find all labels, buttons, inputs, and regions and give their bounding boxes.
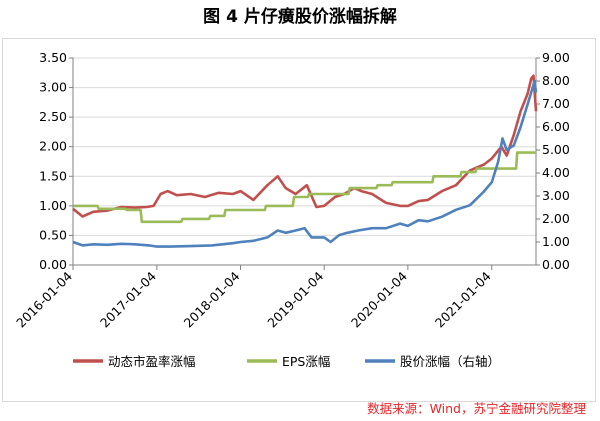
axes (69, 57, 540, 270)
legend: 动态市盈率涨幅 EPS涨幅 股价涨幅（右轴） (73, 354, 500, 369)
series-lines (72, 74, 538, 248)
source-note: 数据来源：Wind，苏宁金融研究院整理 (367, 401, 586, 416)
y-right-tick-label: 9.00 (542, 50, 570, 65)
y-right-tick-label: 4.00 (542, 165, 570, 180)
chart-frame (2, 38, 596, 402)
y-right-tick-label: 8.00 (542, 73, 570, 88)
y-right-tick-label: 1.00 (542, 234, 570, 249)
y-left-tick-label: 1.50 (39, 168, 67, 183)
x-tick-label: 2020-01-04 (348, 268, 410, 330)
y-right-tick-label: 2.00 (542, 211, 570, 226)
gridlines (73, 57, 536, 266)
y-left-tick-label: 3.50 (39, 50, 67, 65)
x-tick-label: 2019-01-04 (264, 268, 326, 330)
y-right-tick-label: 0.00 (542, 257, 570, 272)
y-left-tick-label: 0.00 (39, 257, 67, 272)
x-tick-label: 2016-01-04 (13, 268, 75, 330)
x-tick-label: 2018-01-04 (181, 268, 243, 330)
legend-label-3: 股价涨幅（右轴） (400, 354, 500, 369)
y-right-tick-label: 3.00 (542, 188, 570, 203)
series-line-2 (73, 151, 536, 224)
x-tick-label: 2021-01-04 (432, 268, 494, 330)
legend-label-1: 动态市盈率涨幅 (108, 354, 196, 369)
series-line-1 (72, 74, 538, 218)
series-line-3 (72, 79, 538, 248)
y-left-tick-label: 3.00 (39, 80, 67, 95)
y-right-tick-label: 6.00 (542, 119, 570, 134)
y-left-tick-label: 1.00 (39, 198, 67, 213)
x-tick-label: 2017-01-04 (97, 268, 159, 330)
legend-label-2: EPS涨幅 (282, 354, 330, 369)
y-right-tick-label: 5.00 (542, 142, 570, 157)
y-left-tick-label: 2.50 (39, 109, 67, 124)
y-left-tick-label: 0.50 (39, 227, 67, 242)
y-left-tick-label: 2.00 (39, 139, 67, 154)
y-right-tick-label: 7.00 (542, 96, 570, 111)
chart-title: 图 4 片仔癀股价涨幅拆解 (203, 7, 397, 27)
